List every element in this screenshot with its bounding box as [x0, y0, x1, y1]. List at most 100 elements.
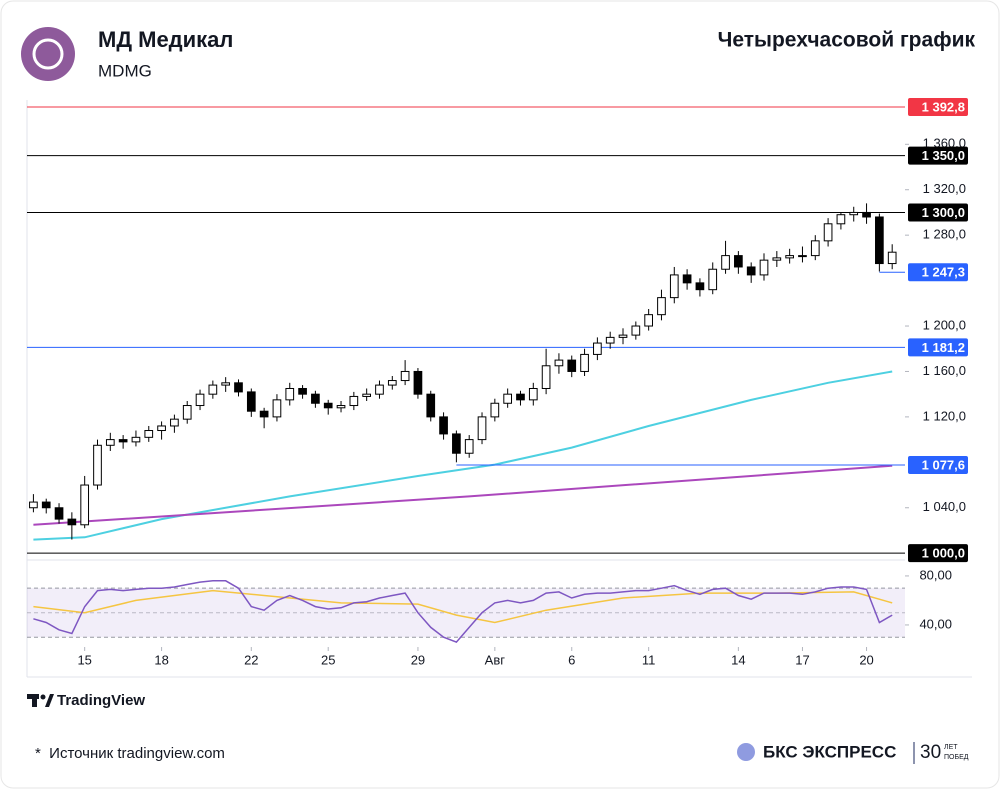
level-label: 1 077,6: [922, 457, 965, 472]
y-tick-label: 1 040,0: [923, 499, 966, 514]
y-tick-label: 1 320,0: [923, 181, 966, 196]
candle-body: [785, 255, 794, 259]
ticker: MDMG: [98, 61, 152, 80]
candle-body: [503, 393, 513, 404]
level-label: 1 392,8: [922, 99, 965, 114]
x-tick-label: 22: [244, 652, 258, 667]
candle-body: [182, 405, 192, 420]
tv-icon: [32, 694, 37, 707]
candle-body: [400, 370, 410, 382]
candle-body: [105, 439, 115, 446]
candle-body: [862, 211, 871, 218]
candle-body: [580, 353, 589, 372]
candle-body: [541, 365, 551, 389]
y-tick-label: 1 280,0: [923, 227, 966, 242]
candle-body: [631, 325, 641, 336]
candle-body: [426, 393, 436, 418]
candle-body: [669, 274, 679, 299]
candle-body: [195, 393, 205, 407]
anniv-text: ЛЕТ: [944, 744, 958, 751]
bks-logo: БКС ЭКСПРЕСС: [763, 742, 896, 761]
rsi-tick-label: 80,00: [919, 567, 952, 582]
candle-body: [93, 444, 102, 486]
candle-body: [387, 380, 397, 386]
x-tick-label: 18: [154, 652, 168, 667]
tv-icon: [45, 694, 54, 707]
title: МД Медикал: [98, 27, 233, 52]
candle-body: [221, 382, 231, 386]
x-tick-label: 6: [568, 652, 575, 667]
candle-body: [118, 439, 128, 443]
level-label-box: [908, 98, 968, 117]
candle-body: [887, 251, 897, 265]
candle-body: [657, 297, 666, 316]
candle-body: [157, 425, 166, 432]
candle-body: [67, 518, 77, 526]
candle-body: [298, 387, 307, 395]
level-label-box: [908, 338, 968, 357]
anniv-text: ПОБЕД: [944, 754, 969, 761]
candle-body: [170, 418, 179, 427]
level-label-box: [908, 263, 968, 282]
candle-body: [746, 266, 756, 276]
level-label: 1 350,0: [922, 148, 965, 163]
subtitle: Четырехчасовой график: [718, 29, 976, 52]
candle-body: [644, 314, 653, 327]
y-tick-label: 1 120,0: [923, 408, 966, 423]
anniv-num: 30: [920, 742, 941, 763]
x-tick-label: 11: [642, 652, 656, 667]
candle-body: [798, 255, 807, 258]
candle-body: [721, 255, 730, 270]
candle-body: [285, 387, 295, 401]
candle-body: [439, 416, 448, 435]
bks-icon: [737, 743, 755, 761]
x-tick-label: 17: [795, 652, 809, 667]
rsi-ma: [33, 589, 893, 624]
candle-body: [311, 393, 320, 404]
x-tick-label: 29: [411, 652, 425, 667]
y-tick-label: 1 200,0: [923, 317, 966, 332]
level-label: 1 000,0: [922, 546, 965, 561]
candle-body: [144, 430, 154, 438]
level-label-box: [908, 544, 968, 563]
source: * Источник tradingview.com: [35, 745, 225, 762]
level-label-box: [908, 203, 968, 222]
candle-body: [875, 216, 884, 265]
candle-body: [131, 436, 141, 443]
candle-body: [618, 334, 628, 338]
candle-body: [464, 439, 474, 454]
candle-body: [682, 274, 692, 284]
level-label: 1 247,3: [922, 265, 965, 280]
candle-body: [490, 402, 500, 418]
candle-body: [734, 255, 743, 268]
x-tick-label: 15: [77, 652, 91, 667]
candle-body: [567, 359, 577, 372]
logo-mark: [32, 38, 64, 70]
x-tick-label: 14: [731, 652, 745, 667]
candle-body: [80, 484, 90, 526]
candle-body: [29, 501, 38, 509]
candle-body: [336, 405, 346, 409]
rsi-tick-label: 40,00: [919, 616, 952, 631]
moving-average: [33, 464, 893, 526]
candle-body: [605, 336, 615, 344]
x-tick-label: 25: [321, 652, 335, 667]
candle-body: [259, 410, 269, 418]
level-label: 1 300,0: [922, 205, 965, 220]
candle-body: [272, 399, 282, 418]
candle-body: [477, 416, 487, 441]
candle-body: [708, 268, 718, 291]
candle-body: [836, 214, 846, 225]
tv-icon: [40, 694, 46, 700]
candle-body: [323, 402, 333, 409]
candle-body: [41, 501, 51, 509]
tv-logo: [27, 694, 54, 707]
candle-body: [695, 282, 705, 291]
candle-body: [349, 395, 359, 407]
level-label-box: [908, 146, 968, 165]
candle-body: [208, 384, 218, 395]
candle-body: [54, 507, 64, 520]
